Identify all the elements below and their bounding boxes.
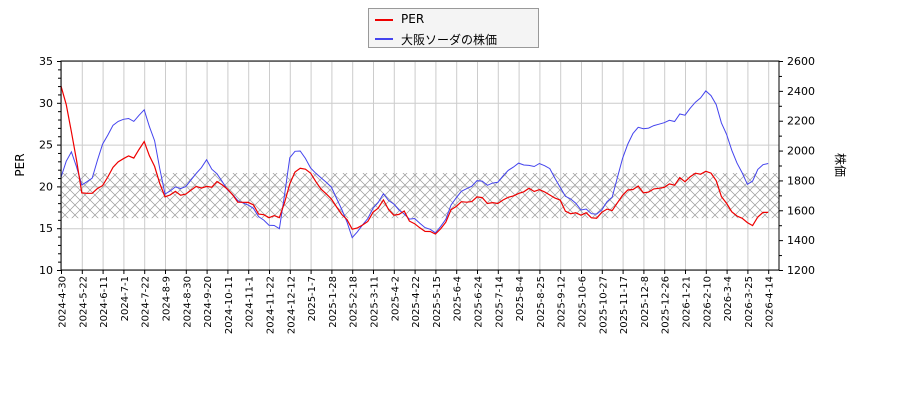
svg-text:2400: 2400 [787,85,815,98]
svg-text:2024-4-30: 2024-4-30 [58,276,69,328]
x-axis: 2024-4-30 2024-5-22 2024-6-11 2024-7-1 2024-… [58,270,776,334]
svg-text:2024-12-12: 2024-12-12 [286,276,297,334]
svg-text:2025-7-14: 2025-7-14 [494,276,505,328]
svg-text:2025-4-22: 2025-4-22 [411,276,422,328]
legend-swatch-per [375,19,393,21]
svg-text:15: 15 [39,222,53,235]
svg-text:10: 10 [39,264,53,277]
left-axis-label: PER [13,153,27,176]
svg-text:2025-6-4: 2025-6-4 [453,276,464,321]
legend-label-per: PER [401,12,425,26]
left-axis: 10 15 20 25 30 35 [39,55,61,277]
svg-text:1600: 1600 [787,204,815,217]
svg-text:2025-8-4: 2025-8-4 [515,276,526,321]
svg-text:2600: 2600 [787,55,815,68]
svg-text:2025-5-15: 2025-5-15 [432,276,443,328]
svg-text:2025-9-12: 2025-9-12 [557,276,568,328]
legend: PER 大阪ソーダの株価 [368,8,539,48]
svg-text:2024-8-30: 2024-8-30 [182,276,193,328]
svg-text:2024-6-11: 2024-6-11 [99,276,110,328]
svg-text:2026-3-4: 2026-3-4 [723,276,734,321]
svg-text:2025-12-26: 2025-12-26 [661,276,672,334]
plot-area [61,61,779,270]
legend-label-price: 大阪ソーダの株価 [401,33,498,47]
svg-text:2025-1-28: 2025-1-28 [328,276,339,328]
svg-text:2026-4-14: 2026-4-14 [765,276,776,328]
svg-text:2024-8-9: 2024-8-9 [162,276,173,321]
svg-text:2024-11-22: 2024-11-22 [266,276,277,334]
svg-text:2024-11-1: 2024-11-1 [245,276,256,328]
svg-text:2025-3-11: 2025-3-11 [370,276,381,328]
svg-text:2024-10-11: 2024-10-11 [224,276,235,334]
svg-text:30: 30 [39,97,53,110]
svg-text:35: 35 [39,55,53,68]
svg-text:2026-3-25: 2026-3-25 [744,276,755,328]
svg-text:2025-11-17: 2025-11-17 [619,276,630,334]
svg-text:2024-7-22: 2024-7-22 [141,276,152,328]
per-line [60,85,769,235]
svg-text:2025-10-27: 2025-10-27 [598,276,609,334]
svg-text:1800: 1800 [787,174,815,187]
svg-text:2200: 2200 [787,115,815,128]
legend-item-per: PER [369,11,538,29]
price-line [60,90,769,239]
svg-text:2026-2-10: 2026-2-10 [702,276,713,328]
svg-text:2025-6-24: 2025-6-24 [474,276,485,328]
svg-text:1400: 1400 [787,234,815,247]
svg-text:2025-8-25: 2025-8-25 [536,276,547,328]
right-axis: 1200 1400 1600 1800 2000 2200 2400 2600 [779,55,815,277]
svg-text:2025-12-8: 2025-12-8 [640,276,651,328]
svg-text:2000: 2000 [787,145,815,158]
svg-text:2026-1-21: 2026-1-21 [682,276,693,328]
svg-text:2025-10-6: 2025-10-6 [578,276,589,328]
svg-text:2025-1-7: 2025-1-7 [307,276,318,321]
svg-text:1200: 1200 [787,264,815,277]
right-axis-label: 株価 [833,153,848,177]
svg-text:2024-9-20: 2024-9-20 [203,276,214,328]
legend-swatch-price [375,38,393,40]
svg-text:2024-5-22: 2024-5-22 [78,276,89,328]
svg-text:25: 25 [39,139,53,152]
svg-text:2024-7-1: 2024-7-1 [120,276,131,321]
svg-text:20: 20 [39,180,53,193]
svg-text:2025-4-2: 2025-4-2 [390,276,401,321]
svg-text:2025-2-18: 2025-2-18 [349,276,360,328]
legend-item-price: 大阪ソーダの株価 [369,30,538,48]
